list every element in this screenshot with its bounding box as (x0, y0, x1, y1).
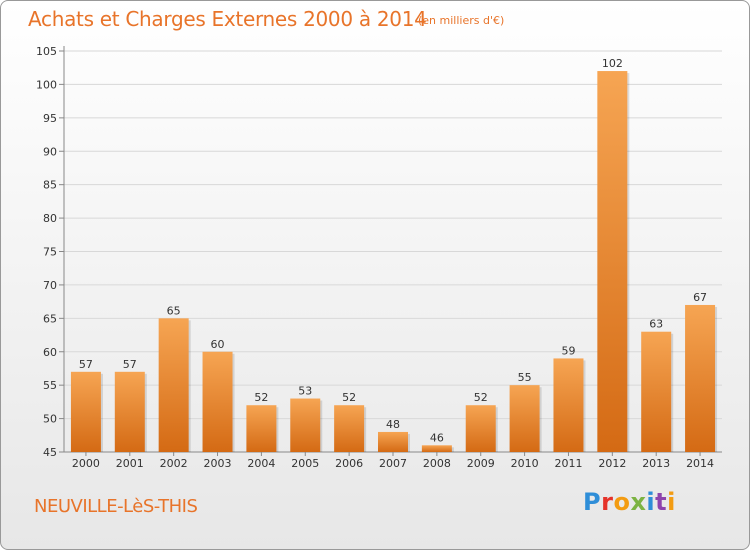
x-tick-label: 2005 (291, 457, 319, 470)
logo-letter: t (655, 488, 668, 516)
bar (70, 371, 101, 452)
chart-title: Achats et Charges Externes 2000 à 2014 (28, 7, 427, 31)
data-label: 67 (693, 291, 707, 304)
y-tick-label: 55 (43, 379, 57, 392)
bar (641, 331, 672, 452)
logo-letter: i (646, 488, 656, 516)
x-tick-label: 2007 (379, 457, 407, 470)
bar (334, 405, 365, 452)
data-label: 46 (430, 431, 444, 444)
x-tick-label: 2004 (247, 457, 275, 470)
logo-letter: o (613, 488, 631, 516)
x-tick-label: 2002 (160, 457, 188, 470)
bar (378, 431, 408, 452)
bar (597, 71, 628, 453)
y-tick-label: 105 (36, 45, 57, 58)
x-tick-label: 2001 (116, 457, 144, 470)
data-label: 65 (167, 304, 181, 317)
data-label: 52 (474, 391, 488, 404)
bar (509, 385, 540, 452)
data-label: 102 (602, 57, 623, 70)
logo-letter: x (630, 488, 647, 516)
bar (421, 445, 452, 452)
data-label: 59 (561, 344, 575, 357)
data-label: 63 (649, 318, 663, 331)
x-tick-label: 2010 (511, 457, 539, 470)
x-tick-label: 2014 (686, 457, 714, 470)
x-tick-label: 2009 (467, 457, 495, 470)
bar (202, 351, 233, 452)
y-tick-label: 100 (36, 78, 57, 91)
bar (114, 371, 145, 452)
x-tick-label: 2008 (423, 457, 451, 470)
bar (553, 358, 584, 452)
bar (465, 405, 496, 452)
data-label: 53 (298, 385, 312, 398)
x-tick-label: 2003 (204, 457, 232, 470)
y-tick-label: 70 (43, 279, 57, 292)
logo-letter: i (667, 488, 676, 516)
chart-unit: (en milliers d'€) (418, 14, 505, 27)
y-tick-label: 65 (43, 312, 57, 325)
y-tick-label: 60 (43, 346, 57, 359)
data-label: 60 (211, 338, 225, 351)
commune-name: NEUVILLE-LèS-THIS (34, 496, 198, 517)
bar (685, 304, 716, 452)
y-tick-label: 45 (43, 446, 57, 459)
y-tick-label: 75 (43, 246, 57, 259)
data-label: 52 (342, 391, 356, 404)
x-tick-label: 2011 (554, 457, 582, 470)
y-tick-label: 80 (43, 212, 57, 225)
proxiti-logo: Proxiti (583, 488, 676, 516)
bar (290, 398, 321, 452)
logo-letter: P (583, 488, 602, 516)
y-tick-label: 95 (43, 112, 57, 125)
data-label: 57 (79, 358, 93, 371)
data-label: 48 (386, 418, 400, 431)
y-tick-label: 90 (43, 145, 57, 158)
bar (246, 405, 277, 452)
logo-letter: r (601, 488, 614, 516)
x-tick-label: 2013 (642, 457, 670, 470)
data-label: 52 (254, 391, 268, 404)
x-tick-label: 2000 (72, 457, 100, 470)
y-tick-label: 85 (43, 179, 57, 192)
x-tick-label: 2006 (335, 457, 363, 470)
data-label: 55 (518, 371, 532, 384)
y-tick-label: 50 (43, 413, 57, 426)
x-tick-label: 2012 (598, 457, 626, 470)
data-label: 57 (123, 358, 137, 371)
bar (158, 318, 189, 452)
